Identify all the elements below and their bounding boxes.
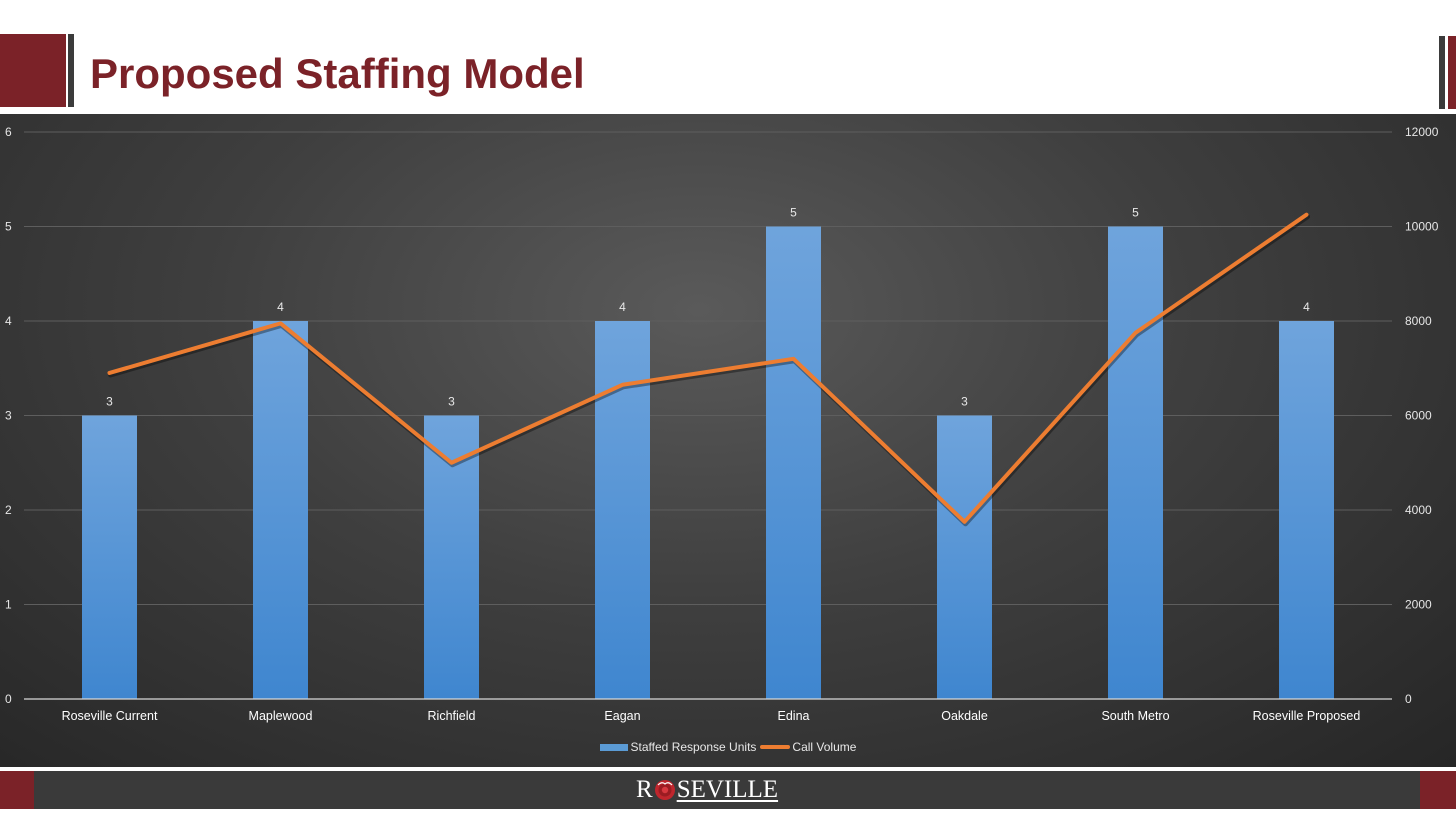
y-left-tick-label: 2	[5, 503, 12, 517]
title-accent-bar-left	[68, 34, 74, 107]
title-accent-block-left	[0, 34, 66, 107]
bar-data-label: 4	[1303, 300, 1310, 314]
y-left-tick-label: 5	[5, 220, 12, 234]
footer-accent-left	[0, 771, 34, 809]
x-tick-label: Eagan	[604, 709, 640, 723]
x-tick-label: South Metro	[1101, 709, 1169, 723]
legend-item-bars: Staffed Response Units	[599, 740, 757, 754]
bar-data-label: 5	[1132, 206, 1139, 220]
y-right-tick-label: 2000	[1405, 598, 1432, 612]
y-left-tick-label: 0	[5, 692, 12, 706]
bar	[766, 226, 821, 699]
footer-accent-right	[1420, 771, 1456, 809]
y-right-tick-label: 10000	[1405, 220, 1439, 234]
line-series-call-volume	[107, 212, 1309, 524]
x-tick-label: Roseville Proposed	[1253, 709, 1361, 723]
chart-legend: Staffed Response Units Call Volume	[0, 740, 1456, 754]
y-right-tick-label: 8000	[1405, 314, 1432, 328]
y-right-tick-label: 12000	[1405, 125, 1439, 139]
bar-data-label: 4	[619, 300, 626, 314]
bar	[1108, 226, 1163, 699]
bar	[253, 321, 308, 699]
y-left-tick-label: 4	[5, 314, 12, 328]
legend-swatch-line	[760, 745, 791, 749]
bar-data-label: 3	[106, 395, 113, 409]
title-accent-block-right	[1448, 36, 1456, 109]
y-right-tick-label: 4000	[1405, 503, 1432, 517]
y-right-tick-label: 0	[1405, 692, 1412, 706]
x-tick-label: Maplewood	[249, 709, 313, 723]
y-right-tick-label: 6000	[1405, 409, 1432, 423]
roseville-logo: R SEVILLE	[636, 775, 778, 805]
title-accent-bar-right	[1439, 36, 1445, 109]
chart-panel: 0 1 2 3 4 5 6 0 2000 4000 6000 8000 10000 12000 3 4 3 4 5 3…	[0, 114, 1456, 767]
bar	[595, 321, 650, 699]
legend-label-bars: Staffed Response Units	[630, 740, 757, 754]
bar-data-label: 4	[277, 300, 284, 314]
bar-data-label: 5	[790, 206, 797, 220]
bar-data-label: 3	[961, 395, 968, 409]
x-tick-label: Richfield	[428, 709, 476, 723]
bar	[82, 415, 137, 699]
combo-chart: 0 1 2 3 4 5 6 0 2000 4000 6000 8000 10000 12000 3 4 3 4 5 3…	[5, 125, 1439, 723]
x-tick-label: Oakdale	[941, 709, 988, 723]
bar	[1279, 321, 1334, 699]
bar-data-label: 3	[448, 395, 455, 409]
legend-item-line: Call Volume	[760, 740, 856, 754]
legend-swatch-bar	[599, 743, 628, 751]
y-left-tick-label: 1	[5, 598, 12, 612]
rose-icon	[654, 780, 675, 800]
logo-letter-r: R	[636, 776, 653, 803]
y-left-tick-label: 6	[5, 125, 12, 139]
bar	[937, 415, 992, 699]
x-tick-label: Edina	[778, 709, 810, 723]
footer-bar: R SEVILLE	[0, 771, 1456, 809]
legend-label-line: Call Volume	[792, 740, 857, 754]
logo-text-rest: SEVILLE	[676, 776, 779, 803]
x-tick-label: Roseville Current	[62, 709, 158, 723]
slide-title: Proposed Staffing Model	[90, 50, 585, 97]
y-left-tick-label: 3	[5, 409, 12, 423]
